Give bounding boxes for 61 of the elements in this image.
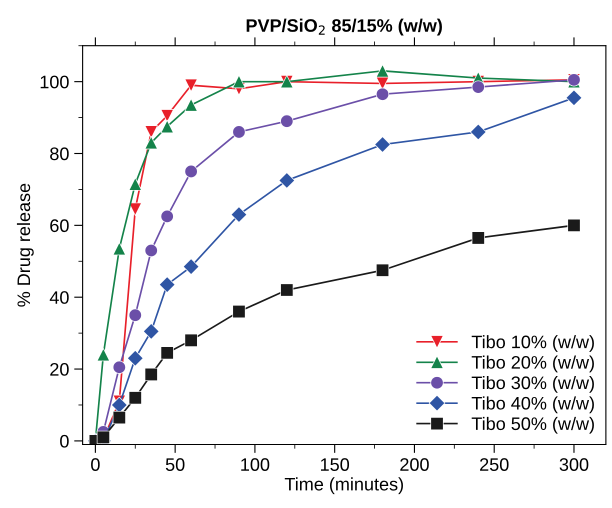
- y-tick-label: 100: [40, 76, 69, 88]
- point: [160, 346, 174, 360]
- point: [112, 242, 126, 256]
- x-tick-label: 150: [320, 458, 350, 471]
- point: [184, 78, 198, 92]
- legend-label: Tibo 40% (w/w): [472, 396, 594, 414]
- point: [376, 264, 390, 277]
- point: [160, 120, 174, 134]
- point: [96, 348, 110, 362]
- point: [128, 308, 142, 322]
- point: [158, 276, 176, 293]
- point: [278, 172, 296, 189]
- x-tick-label: 300: [560, 458, 588, 471]
- point: [144, 136, 158, 150]
- point: [184, 334, 198, 347]
- x-tick-label: 50: [166, 458, 184, 471]
- x-tick-label: 250: [480, 458, 509, 471]
- legend-label: Tibo 50% (w/w): [472, 416, 594, 434]
- point: [232, 75, 246, 88]
- y-tick-label: 20: [50, 362, 69, 376]
- point: [232, 125, 246, 139]
- legend-label: Tibo 30% (w/w): [472, 376, 594, 393]
- point: [160, 210, 174, 223]
- point: [470, 124, 486, 140]
- point: [112, 360, 126, 374]
- y-tick-label: 60: [50, 219, 69, 232]
- point: [230, 206, 248, 223]
- y-tick-label: 0: [60, 434, 69, 448]
- point: [374, 136, 391, 153]
- legend-label: Tibo 10% (w/w): [472, 335, 594, 352]
- point: [127, 350, 144, 366]
- x-tick-label: 200: [400, 458, 429, 471]
- point: [144, 125, 158, 139]
- x-tick-label: 0: [91, 458, 100, 471]
- point: [472, 80, 485, 94]
- y-tick-label: 80: [50, 147, 69, 160]
- point: [376, 64, 390, 78]
- point: [472, 231, 485, 245]
- point: [160, 109, 174, 122]
- point: [144, 368, 158, 382]
- point: [144, 244, 158, 258]
- point: [232, 304, 246, 318]
- point: [566, 90, 582, 106]
- point: [376, 88, 390, 101]
- point: [112, 410, 126, 424]
- point: [143, 323, 160, 340]
- point: [184, 98, 198, 112]
- point: [128, 202, 142, 216]
- point: [567, 218, 581, 232]
- chart-title: PVP/SiO$_{2}$ 85/15% (w/w): [246, 18, 442, 36]
- point: [280, 283, 294, 297]
- point: [184, 164, 198, 178]
- x-tick-label: 100: [241, 458, 270, 471]
- point: [128, 391, 142, 404]
- y-tick-label: 40: [50, 291, 69, 304]
- point: [182, 258, 200, 275]
- point: [128, 177, 142, 191]
- legend-label: Tibo 20% (w/w): [472, 356, 594, 372]
- point: [280, 114, 294, 128]
- x-axis-title: Time (minutes): [284, 477, 403, 494]
- y-axis-title: % Drug release: [16, 184, 34, 307]
